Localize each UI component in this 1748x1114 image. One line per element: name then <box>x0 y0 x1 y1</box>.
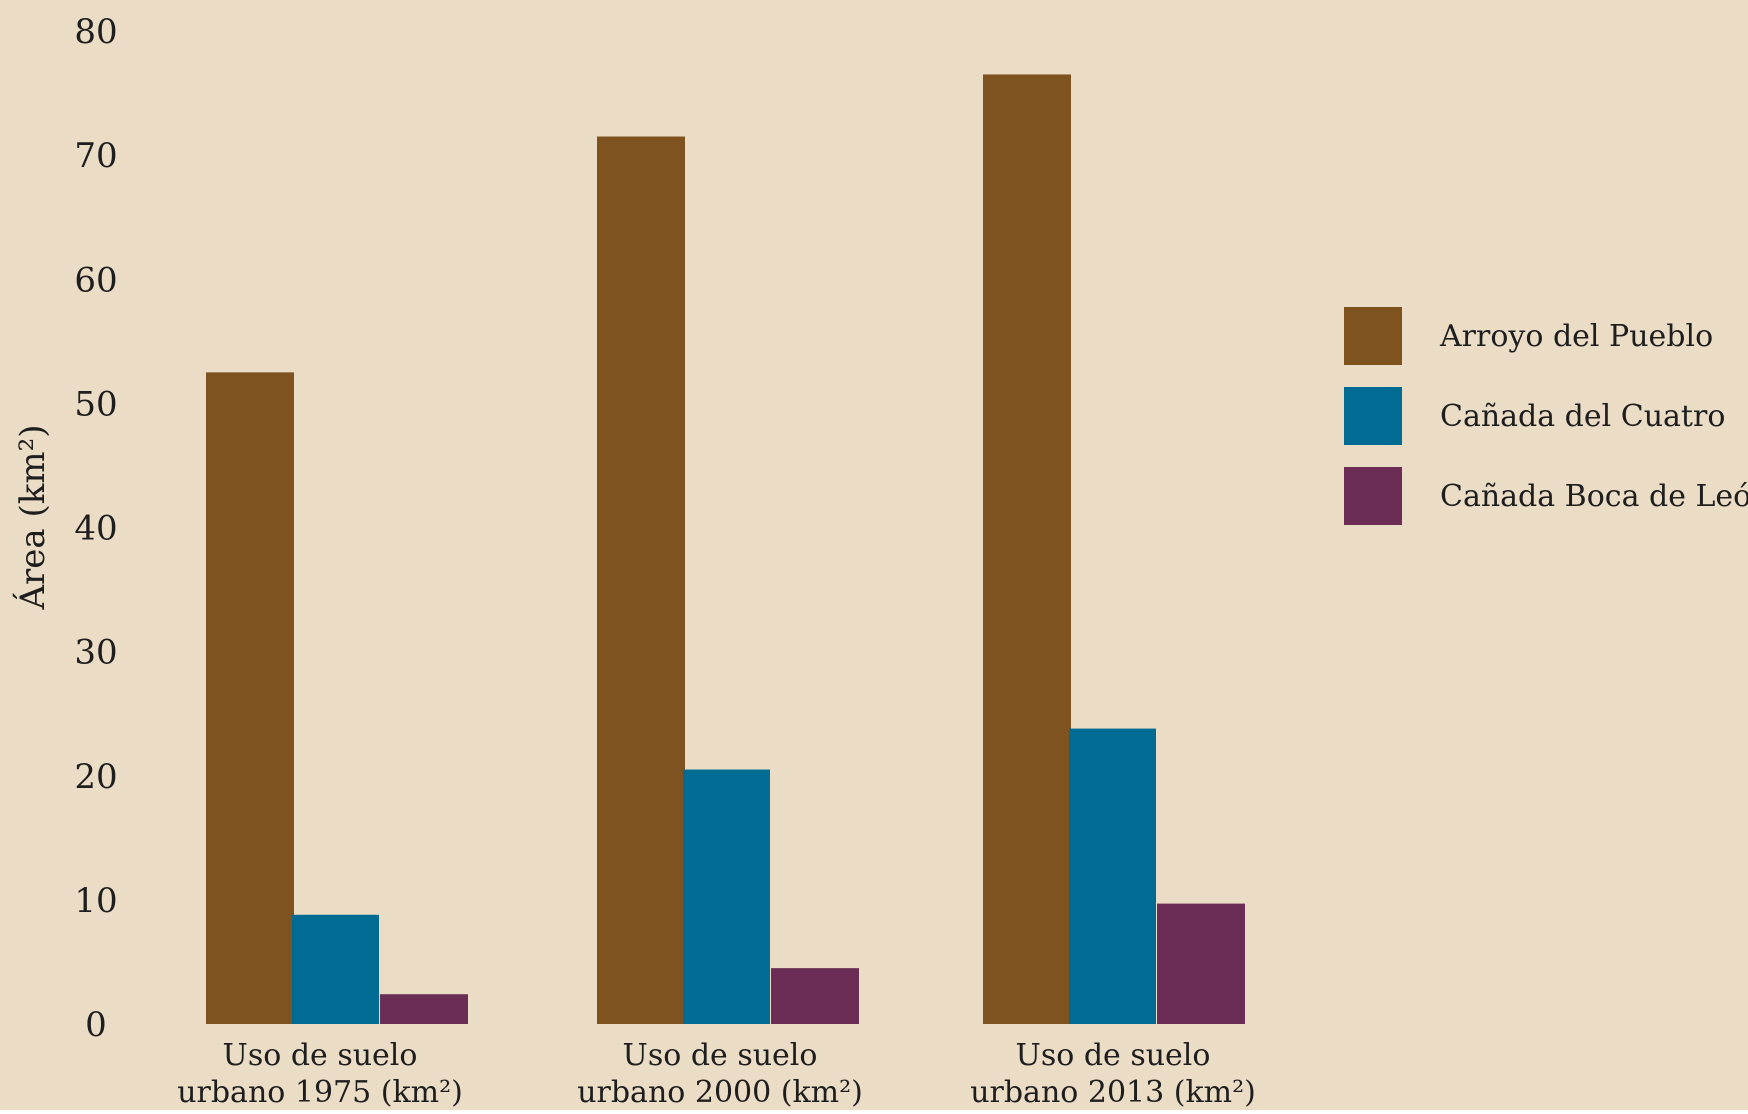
category-label: urbano 2013 (km²) <box>970 1075 1256 1110</box>
legend: Arroyo del Pueblo Cañada del Cuatro Cañada… <box>1344 307 1748 525</box>
legend-swatch <box>1344 307 1402 365</box>
y-tick-label: 10 <box>74 881 117 921</box>
y-tick-label: 70 <box>74 136 117 176</box>
bar-1-2 <box>771 968 859 1024</box>
y-tick-label: 60 <box>74 260 117 300</box>
category-label: Uso de suelo <box>223 1038 418 1073</box>
y-axis: 0 10 20 30 40 50 60 70 80 <box>74 12 117 1045</box>
y-tick-label: 40 <box>74 509 117 549</box>
bar-0-2 <box>380 994 468 1024</box>
category-label: Uso de suelo <box>1016 1038 1211 1073</box>
legend-label: Cañada del Cuatro <box>1440 399 1725 434</box>
legend-swatch <box>1344 387 1402 445</box>
y-tick-label: 80 <box>74 12 117 52</box>
bar-1-0 <box>597 136 685 1025</box>
bar-2-1 <box>1069 728 1156 1024</box>
legend-label: Cañada Boca de León <box>1440 479 1748 514</box>
bar-1-1 <box>683 769 770 1024</box>
y-axis-title: Área (km²) <box>12 424 53 610</box>
y-tick-label: 0 <box>85 1005 107 1045</box>
bar-0-1 <box>292 914 379 1024</box>
bars <box>206 74 1245 1025</box>
bar-2-2 <box>1157 903 1245 1024</box>
bar-0-0 <box>206 372 294 1024</box>
category-label: urbano 1975 (km²) <box>177 1075 463 1110</box>
y-tick-label: 20 <box>74 757 117 797</box>
y-tick-label: 50 <box>74 384 117 424</box>
category-label: urbano 2000 (km²) <box>577 1075 863 1110</box>
legend-swatch <box>1344 467 1402 525</box>
category-label: Uso de suelo <box>623 1038 818 1073</box>
legend-label: Arroyo del Pueblo <box>1439 319 1713 354</box>
bar-2-0 <box>983 74 1071 1025</box>
y-tick-label: 30 <box>74 633 117 673</box>
